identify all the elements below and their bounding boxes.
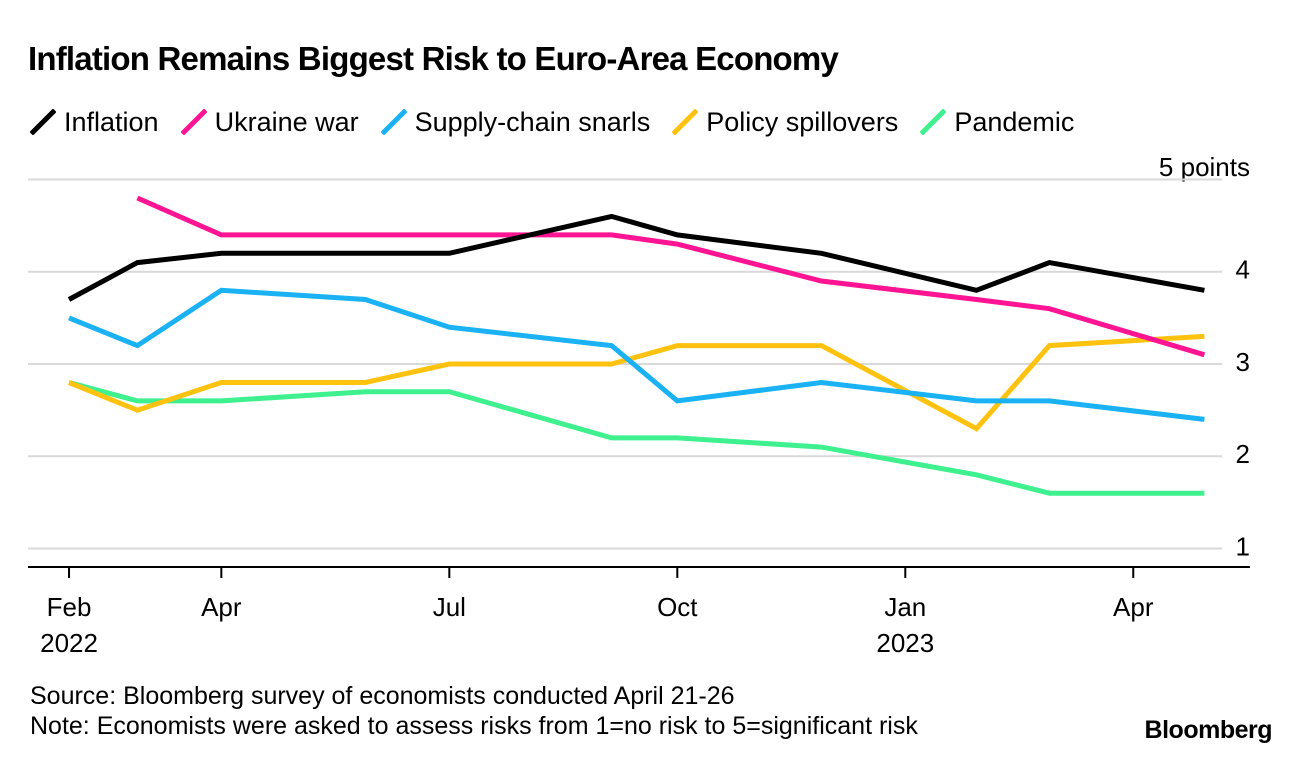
legend: Inflation Ukraine war Supply-chain snarl… (30, 104, 1096, 140)
x-tick-label: Jul (433, 592, 466, 622)
y-axis-unit-label: 5 points (1158, 152, 1250, 182)
legend-swatch-supply-chain (380, 109, 407, 135)
x-tick-year-label: 2022 (40, 628, 98, 658)
x-tick-label: Apr (201, 592, 242, 622)
series-line-ukraine-war (136, 195, 1206, 358)
legend-swatch-policy-spillovers (672, 109, 699, 135)
legend-label: Policy spillovers (706, 106, 899, 137)
legend-item-supply-chain[interactable]: Supply-chain snarls (380, 106, 651, 138)
legend-swatch-ukraine-war (180, 109, 207, 135)
source-note: Source: Bloomberg survey of economists c… (30, 682, 735, 710)
y-tick-label: 2 (1236, 439, 1250, 469)
x-tick-label: Jan (884, 592, 926, 622)
series-line-policy-spillovers (68, 333, 1205, 432)
x-tick-year-label: 2023 (876, 628, 934, 658)
legend-item-ukraine-war[interactable]: Ukraine war (180, 106, 359, 138)
y-tick-label: 3 (1236, 347, 1250, 377)
legend-label: Inflation (64, 106, 159, 137)
x-tick-label: Apr (1113, 592, 1154, 622)
methodology-note: Note: Economists were asked to assess ri… (30, 712, 918, 740)
chart-title: Inflation Remains Biggest Risk to Euro-A… (28, 40, 839, 77)
x-tick-label: Oct (657, 592, 698, 622)
y-tick-label: 1 (1236, 531, 1250, 561)
legend-label: Supply-chain snarls (414, 106, 651, 137)
legend-swatch-inflation (30, 109, 56, 135)
legend-item-inflation[interactable]: Inflation (30, 107, 159, 138)
series-line-supply-chain-snarls (68, 287, 1205, 422)
legend-item-pandemic[interactable]: Pandemic (920, 107, 1074, 138)
legend-label: Ukraine war (214, 106, 359, 137)
series-line-inflation (67, 213, 1205, 302)
footer-notes: Source: Bloomberg survey of economists c… (30, 681, 918, 741)
bloomberg-logo: Bloomberg (1144, 716, 1273, 744)
series-line-pandemic (68, 380, 1205, 496)
legend-label: Pandemic (954, 106, 1075, 137)
legend-swatch-pandemic (920, 109, 947, 135)
y-tick-label: 4 (1236, 255, 1250, 285)
legend-item-policy-spillovers[interactable]: Policy spillovers (672, 107, 898, 138)
x-tick-label: Feb (47, 592, 92, 622)
